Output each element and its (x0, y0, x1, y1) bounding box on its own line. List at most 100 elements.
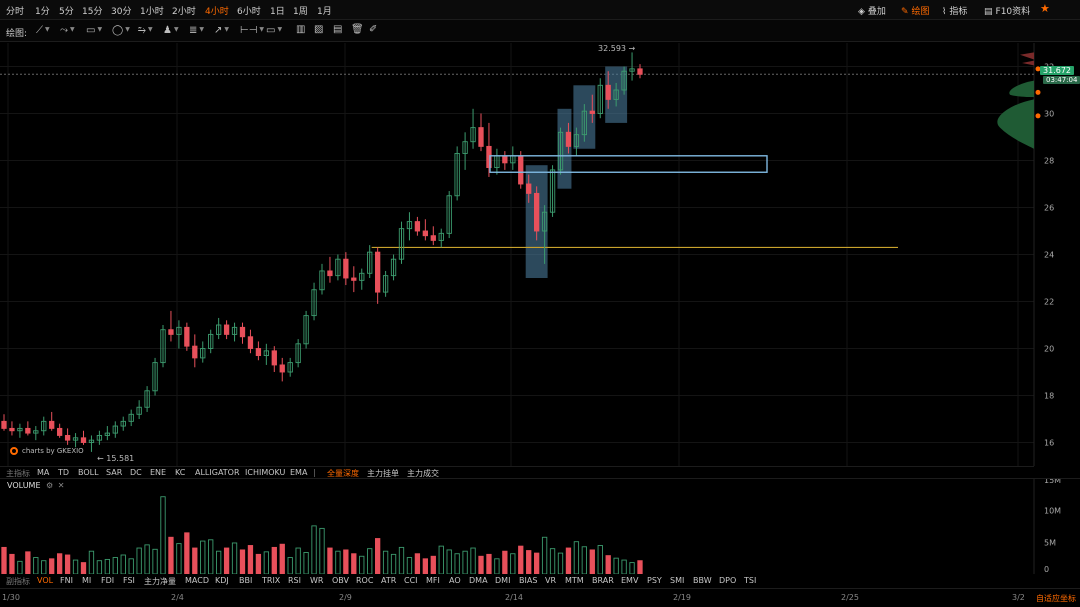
main-indicator-5[interactable]: DC (130, 468, 142, 477)
eraser-icon[interactable]: ✐ (369, 24, 378, 35)
sub-indicator-17[interactable]: MFI (426, 576, 440, 585)
sub-indicator-25[interactable]: EMV (621, 576, 639, 585)
main-indicator-13[interactable]: 主力挂单 (367, 469, 399, 478)
timeframe-2[interactable]: 5分 (59, 7, 74, 17)
fib-icon[interactable]: ≣ ▼ (189, 25, 205, 36)
auto-axis-button[interactable]: 自适应坐标 (1036, 594, 1076, 603)
timeframe-11[interactable]: 1月 (317, 7, 332, 17)
drawn-rectangle[interactable] (489, 155, 768, 173)
trendline-icon[interactable]: ⟋ ▼ (36, 25, 50, 36)
main-indicator-8[interactable]: ALLIGATOR (195, 468, 240, 477)
arrow-icon[interactable]: ↗ ▼ (214, 25, 230, 36)
ray-icon[interactable]: ⤳ ▼ (60, 25, 75, 36)
sub-indicator-11[interactable]: RSI (288, 576, 301, 585)
sub-indicator-9[interactable]: BBI (239, 576, 253, 585)
sub-indicator-28[interactable]: BBW (693, 576, 712, 585)
volume-bar (88, 550, 95, 574)
main-indicator-7[interactable]: KC (175, 468, 186, 477)
sub-indicator-7[interactable]: MACD (185, 576, 209, 585)
sub-indicator-23[interactable]: MTM (565, 576, 584, 585)
close-icon[interactable]: ✕ (57, 481, 65, 490)
volume-pane[interactable]: 15M 10M 5M 0 VOLUME ⚙ ✕ (0, 478, 1080, 574)
main-indicator-1[interactable]: MA (37, 468, 50, 477)
sub-indicator-14[interactable]: ROC (356, 576, 374, 585)
timeframe-1[interactable]: 1分 (35, 7, 50, 17)
candle-body (518, 155, 524, 185)
main-indicator-9[interactable]: ICHIMOKU (245, 468, 286, 477)
draw-button[interactable]: ✎ 绘图 (901, 7, 930, 17)
timeframe-8[interactable]: 6小时 (237, 7, 261, 17)
sub-indicator-4[interactable]: FDI (101, 576, 115, 585)
ellipse-icon[interactable]: ◯ ▼ (112, 25, 130, 36)
candle-body (160, 329, 166, 364)
chart-save-icon[interactable]: ▨ (314, 24, 324, 35)
candle (382, 270, 389, 297)
date-tick-3: 2/14 (505, 593, 523, 602)
measure-icon[interactable]: ⊢⊣ ▼ (240, 25, 265, 36)
candle (144, 386, 150, 412)
gear-icon[interactable]: ⚙ (46, 481, 54, 490)
volume-bar (335, 550, 341, 574)
sub-indicator-2[interactable]: FNI (60, 576, 73, 585)
sub-indicator-18[interactable]: AO (449, 576, 461, 585)
bar-chart-icon[interactable]: ▥ (296, 24, 306, 35)
timeframe-4[interactable]: 30分 (111, 7, 132, 17)
candle (168, 310, 174, 342)
sub-indicator-0: 副指标 (6, 577, 30, 586)
timeframe-10[interactable]: 1周 (293, 7, 308, 17)
drawing-toolbar: 绘图: ⟋ ▼ ⤳ ▼ ▭ ▼ ◯ ▼ ⥲ ▼ ♟ ▼ ≣ ▼ ↗ ▼ ⊢⊣ ▼ ▭ ▼ ▥ ▨ ▤… (0, 20, 1080, 42)
sub-indicator-19[interactable]: DMA (469, 576, 488, 585)
sub-indicator-21[interactable]: BIAS (519, 576, 538, 585)
text-note-icon[interactable]: ▭ ▼ (266, 25, 283, 36)
sub-indicator-16[interactable]: CCI (404, 576, 418, 585)
timeframe-5[interactable]: 1小时 (140, 7, 164, 17)
candle (303, 310, 309, 349)
sub-indicator-8[interactable]: KDJ (215, 576, 229, 585)
pattern-icon[interactable]: ♟ ▼ (163, 25, 179, 36)
timeframe-9[interactable]: 1日 (270, 7, 285, 17)
main-indicator-10[interactable]: EMA (290, 468, 308, 477)
sub-indicator-26[interactable]: PSY (647, 576, 662, 585)
rectangle-icon[interactable]: ▭ ▼ (86, 25, 103, 36)
main-indicator-2[interactable]: TD (58, 468, 70, 477)
volume-tick-2: 5M (1044, 538, 1056, 547)
timeframe-6[interactable]: 2小时 (172, 7, 196, 17)
sub-indicator-1[interactable]: VOL (37, 576, 54, 585)
sub-indicator-13[interactable]: OBV (332, 576, 350, 585)
candle (255, 341, 262, 361)
main-indicator-3[interactable]: BOLL (78, 468, 99, 477)
timeframe-0[interactable]: 分时 (6, 7, 25, 17)
overlay-button[interactable]: ◈ 叠加 (858, 7, 886, 17)
sub-indicator-5[interactable]: FSI (123, 576, 135, 585)
sub-indicator-22[interactable]: VR (545, 576, 557, 585)
path-icon[interactable]: ⥲ ▼ (138, 25, 153, 36)
sub-indicator-15[interactable]: ATR (381, 576, 397, 585)
trash-icon[interactable]: 🗑 (351, 24, 364, 35)
f10-button[interactable]: ▤ F10资料 (984, 7, 1031, 17)
sub-indicator-30[interactable]: TSI (744, 576, 757, 585)
sub-indicator-29[interactable]: DPO (719, 576, 737, 585)
volume-bar (486, 553, 492, 574)
star-icon[interactable]: ★ (1040, 2, 1050, 15)
main-indicator-4[interactable]: SAR (106, 468, 123, 477)
timeframe-3[interactable]: 15分 (82, 7, 103, 17)
main-indicator-12[interactable]: 全量深度 (327, 469, 359, 478)
sub-indicator-20[interactable]: DMI (495, 576, 511, 585)
sub-indicator-3[interactable]: MI (82, 576, 92, 585)
box-zone-2[interactable] (557, 108, 572, 189)
candle (494, 148, 500, 175)
candle (231, 322, 238, 342)
volume-bar (287, 557, 293, 574)
price-chart[interactable]: 323028262422201816 charts by GKEXIO 32.5… (0, 43, 1080, 466)
chart-list-icon[interactable]: ▤ (333, 24, 343, 35)
sub-indicator-27[interactable]: SMI (670, 576, 685, 585)
sub-indicator-10[interactable]: TRIX (262, 576, 281, 585)
timeframe-7[interactable]: 4小时 (205, 7, 229, 17)
main-indicator-14[interactable]: 主力成交 (407, 469, 439, 478)
sub-indicator-6[interactable]: 主力净量 (144, 577, 176, 586)
sub-indicator-12[interactable]: WR (310, 576, 324, 585)
sub-indicator-24[interactable]: BRAR (592, 576, 614, 585)
candle-body (64, 435, 71, 441)
indicator-button[interactable]: ⌇ 指标 (942, 7, 968, 17)
main-indicator-6[interactable]: ENE (150, 468, 167, 477)
